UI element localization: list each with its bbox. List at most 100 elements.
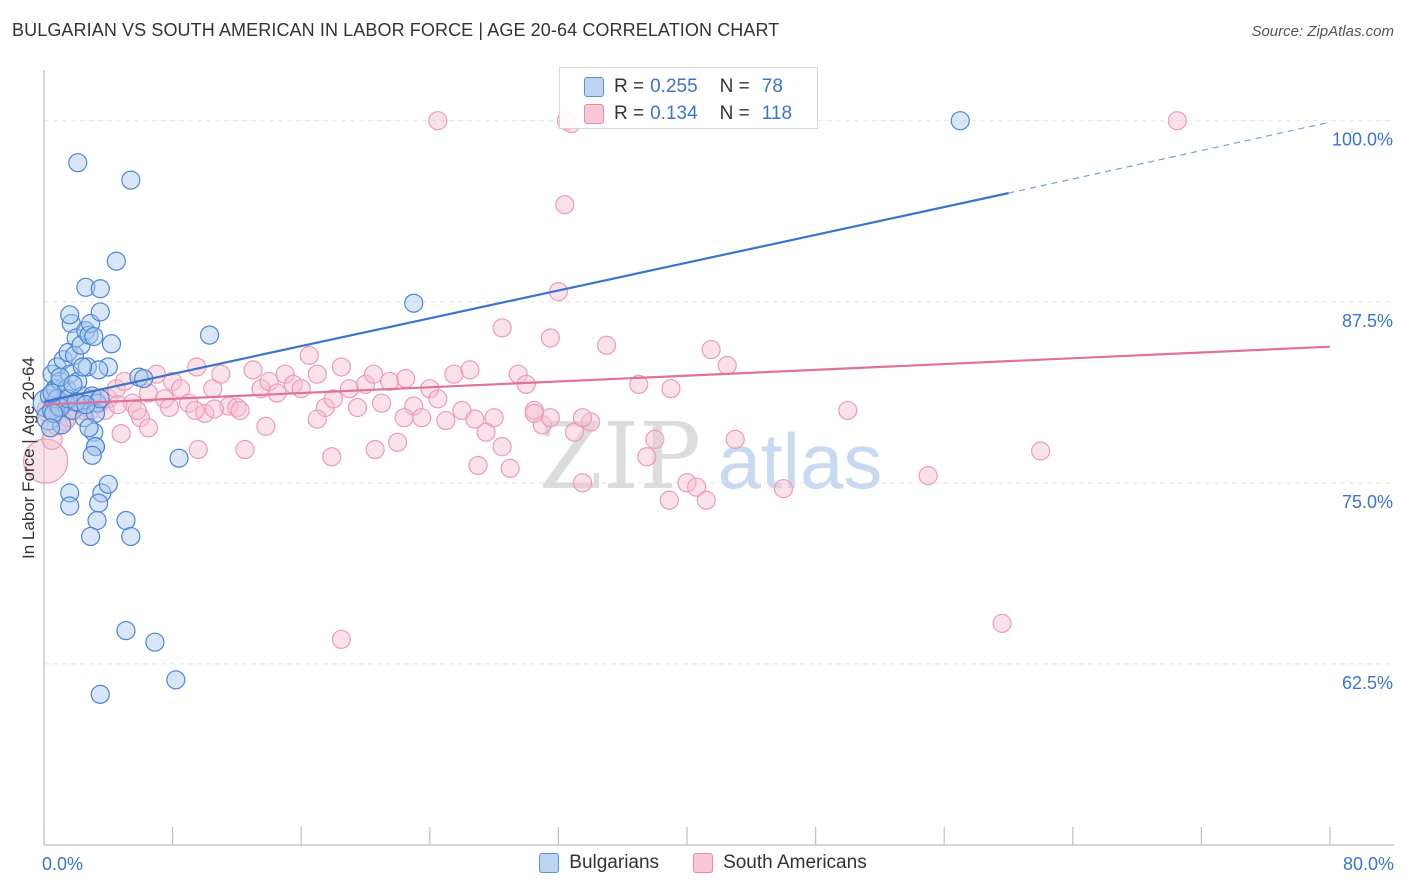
axes (43, 70, 1394, 846)
data-point-bulgarian (950, 111, 970, 131)
data-point-south-american (185, 400, 205, 421)
data-point-south-american (725, 429, 745, 449)
data-point-bulgarian (90, 302, 110, 322)
data-point-south-american (476, 422, 496, 442)
data-point-south-american (388, 432, 408, 452)
gridlines (44, 120, 1394, 665)
stats-row-south-americans: R = 0.134 N = 118 (584, 101, 792, 127)
data-point-south-american (275, 364, 295, 384)
data-point-bulgarian (68, 153, 88, 173)
data-point-south-american (380, 371, 400, 392)
y-axis-label: In Labor Force | Age 20-64 (19, 357, 38, 559)
data-point-south-american (363, 364, 384, 384)
data-point-south-american (323, 389, 343, 409)
data-point-south-american (468, 455, 488, 476)
data-point-south-american (696, 490, 716, 510)
n-value: 78 (761, 76, 783, 97)
data-point-south-american (1167, 111, 1187, 131)
data-point-south-american (347, 397, 368, 418)
data-point-bulgarian (42, 383, 62, 403)
tick-labels: 62.5% 75.0% 87.5% 100.0% 0.0% 80.0% In Labor F… (19, 130, 1394, 874)
data-point-south-american (299, 345, 319, 365)
data-point-south-american (243, 360, 263, 380)
n-label: N = (719, 103, 750, 124)
data-point-south-american (108, 395, 128, 415)
data-point-south-american (677, 473, 697, 493)
data-point-bulgarian (121, 170, 141, 190)
data-point-south-american (701, 339, 721, 360)
trend-line-bulgarians (43, 192, 1009, 403)
data-point-south-american (428, 389, 448, 409)
data-point-south-american (717, 355, 737, 376)
trend-lines (43, 121, 1331, 406)
stats-swatch-blue (584, 77, 604, 97)
data-point-bulgarian (404, 293, 424, 313)
data-point-south-american (687, 477, 707, 497)
watermark-zip: ZIP (539, 403, 701, 510)
data-point-bulgarian (199, 325, 220, 345)
data-point-bulgarian (60, 305, 80, 325)
data-point-south-american (111, 423, 131, 444)
data-point-bulgarian (76, 395, 96, 415)
y-tick-label: 75.0% (1342, 492, 1393, 512)
data-point-bulgarian (72, 357, 93, 377)
data-point-south-american (629, 374, 649, 394)
r-label: R = (614, 103, 645, 124)
data-point-bulgarian (101, 334, 122, 354)
data-point-bulgarian (90, 279, 110, 299)
data-point-south-american (339, 379, 360, 399)
data-point-south-american (992, 613, 1012, 633)
data-point-south-american (23, 438, 69, 484)
data-point-bulgarian (84, 326, 104, 347)
data-point-south-american (331, 357, 351, 377)
data-point-south-american (524, 403, 544, 423)
data-point-south-american (918, 466, 938, 486)
data-point-south-american (436, 410, 456, 431)
legend-item-bulgarians[interactable]: Bulgarians (539, 852, 659, 874)
data-point-south-american (159, 397, 179, 418)
data-point-bulgarian (79, 418, 99, 438)
data-point-south-american (428, 111, 448, 131)
data-point-south-american (331, 629, 351, 649)
data-point-south-american (773, 479, 794, 499)
legend-label-bulgarians: Bulgarians (569, 852, 660, 873)
data-point-south-american (412, 408, 432, 428)
data-point-bulgarian (145, 632, 165, 652)
x-tick-label: 80.0% (1343, 854, 1394, 874)
data-point-south-american (516, 374, 536, 394)
data-point-bulgarian (98, 474, 118, 494)
data-point-south-american (555, 195, 575, 215)
chart-legend: Bulgarians South Americans (0, 852, 1406, 874)
data-point-south-american (492, 437, 512, 457)
data-point-south-american (460, 360, 480, 380)
x-tick-label: 0.0% (42, 854, 83, 874)
trend-line-south-americans (43, 345, 1331, 406)
data-point-south-american (564, 422, 585, 442)
data-point-south-american (230, 400, 250, 421)
legend-item-south-americans[interactable]: South Americans (693, 852, 867, 874)
data-point-bulgarian (77, 357, 98, 377)
data-point-south-american (204, 399, 224, 419)
data-point-south-american (138, 418, 159, 438)
data-point-south-american (484, 408, 504, 428)
watermark-atlas: atlas (718, 417, 883, 505)
r-value: 0.255 (650, 76, 698, 97)
data-point-bulgarian (63, 374, 83, 394)
y-tick-label: 62.5% (1342, 673, 1393, 693)
data-point-south-american (465, 409, 485, 429)
data-point-bulgarian (60, 496, 80, 516)
data-point-bulgarian (121, 526, 141, 547)
data-point-south-american (500, 458, 520, 478)
data-point-bulgarian (106, 251, 126, 271)
data-point-south-american (1031, 441, 1051, 461)
y-tick-label: 87.5% (1342, 311, 1393, 331)
data-point-south-american (227, 397, 247, 418)
data-point-south-american (291, 379, 311, 399)
legend-swatch-pink (693, 853, 714, 873)
data-point-south-american (645, 429, 665, 449)
n-label: N = (719, 76, 750, 97)
data-point-south-american (127, 400, 147, 421)
data-point-south-american (371, 393, 392, 413)
data-point-south-american (365, 439, 385, 460)
